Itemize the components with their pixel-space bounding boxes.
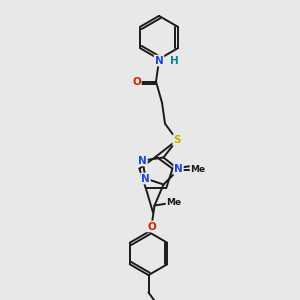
- Text: H: H: [170, 56, 179, 66]
- Text: O: O: [147, 221, 156, 232]
- Text: N: N: [174, 164, 183, 175]
- Text: S: S: [173, 135, 181, 145]
- Text: Me: Me: [167, 198, 182, 207]
- Text: Me: Me: [190, 165, 206, 174]
- Text: N: N: [141, 173, 150, 184]
- Text: N: N: [138, 155, 147, 166]
- Text: O: O: [132, 76, 141, 87]
- Text: N: N: [154, 56, 164, 66]
